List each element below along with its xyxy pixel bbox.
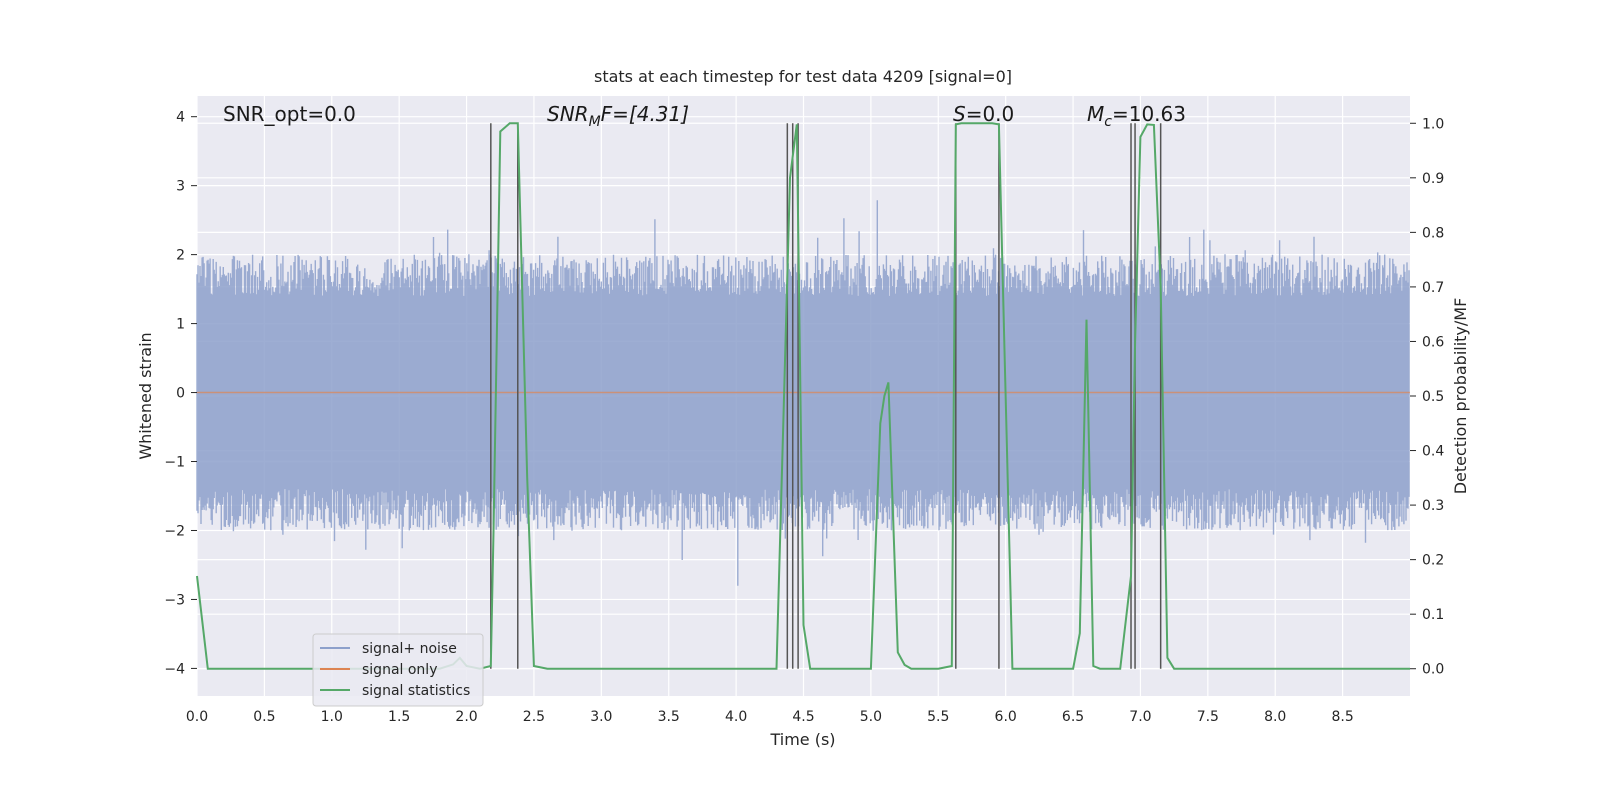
left-y-axis-ticks: 4 3 2 1 0 −1 −2 −3 −4	[164, 110, 197, 677]
x-tick-label: 0.5	[253, 709, 275, 725]
x-tick-label: 2.5	[523, 709, 545, 725]
x-tick-label: 5.0	[860, 709, 882, 725]
right-y-axis-label: Detection probability/MF	[1451, 298, 1470, 495]
left-y-tick-label: 3	[176, 179, 185, 195]
right-y-tick-label: 0.1	[1422, 607, 1444, 623]
annotation-mc-main: M	[1087, 102, 1104, 126]
left-y-tick-label: 1	[176, 317, 185, 333]
annotation-snr-mf: SNRMF=[4.31]	[547, 102, 689, 130]
annotation-snr-mf-main: SNR	[547, 102, 589, 126]
x-tick-label: 2.0	[455, 709, 477, 725]
x-tick-label: 8.0	[1264, 709, 1286, 725]
annotation-snr-mf-sub: M	[589, 114, 601, 130]
x-tick-label: 7.0	[1129, 709, 1151, 725]
right-y-tick-label: 0.5	[1422, 389, 1444, 405]
right-y-axis-ticks: 1.0 0.9 0.8 0.7 0.6 0.5 0.4 0.3 0.2 0.1 0.0	[1410, 116, 1444, 678]
x-tick-label: 7.5	[1197, 709, 1219, 725]
right-y-tick-label: 1.0	[1422, 116, 1444, 132]
left-y-tick-label: 0	[176, 386, 185, 402]
right-y-tick-label: 0.3	[1422, 498, 1444, 514]
right-y-tick-label: 0.6	[1422, 334, 1444, 350]
right-y-tick-label: 0.9	[1422, 171, 1444, 187]
annotation-mc: Mc=10.63	[1087, 102, 1186, 130]
left-y-tick-label: −2	[164, 523, 185, 539]
x-tick-label: 0.0	[186, 709, 208, 725]
x-tick-label: 5.5	[927, 709, 949, 725]
legend-label-signal-noise: signal+ noise	[362, 641, 457, 657]
annotation-s-rest: =0.0	[966, 102, 1015, 126]
legend-label-signal-statistics: signal statistics	[362, 683, 470, 699]
annotation-snr-opt: SNR_opt=0.0	[223, 102, 356, 126]
left-y-tick-label: −3	[164, 592, 185, 608]
annotation-mc-rest: =10.63	[1112, 102, 1186, 126]
annotation-s: S=0.0	[953, 102, 1014, 126]
legend-label-signal-only: signal only	[362, 662, 437, 678]
x-tick-label: 4.5	[792, 709, 814, 725]
x-axis-label: Time (s)	[769, 730, 835, 749]
right-y-tick-label: 0.7	[1422, 280, 1444, 296]
x-tick-label: 3.5	[658, 709, 680, 725]
x-tick-label: 6.5	[1062, 709, 1084, 725]
annotation-snr-mf-rest: F=[4.31]	[601, 102, 689, 126]
x-tick-label: 3.0	[590, 709, 612, 725]
x-tick-label: 1.5	[388, 709, 410, 725]
left-y-tick-label: 4	[176, 110, 185, 126]
x-tick-label: 1.0	[321, 709, 343, 725]
right-y-tick-label: 0.8	[1422, 225, 1444, 241]
right-y-tick-label: 0.4	[1422, 444, 1444, 460]
annotation-mc-sub: c	[1104, 114, 1112, 130]
left-y-tick-label: 2	[176, 248, 185, 264]
left-y-axis-label: Whitened strain	[136, 332, 155, 459]
x-axis-ticks: 0.0 0.5 1.0 1.5 2.0 2.5 3.0 3.5 4.0 4.5 5.0 5.5 6.0 6…	[186, 709, 1354, 725]
x-tick-label: 4.0	[725, 709, 747, 725]
legend-box	[312, 633, 484, 707]
right-y-tick-label: 0.0	[1422, 662, 1444, 678]
x-tick-label: 8.5	[1331, 709, 1353, 725]
left-y-tick-label: −1	[164, 455, 185, 471]
legend: signal+ noise signal only signal statist…	[312, 633, 484, 707]
left-y-tick-label: −4	[164, 661, 185, 677]
chart-title: stats at each timestep for test data 420…	[594, 67, 1012, 86]
x-tick-label: 6.0	[995, 709, 1017, 725]
annotation-s-main: S	[953, 102, 966, 126]
right-y-tick-label: 0.2	[1422, 553, 1444, 569]
series-signal-statistics	[196, 122, 1410, 670]
